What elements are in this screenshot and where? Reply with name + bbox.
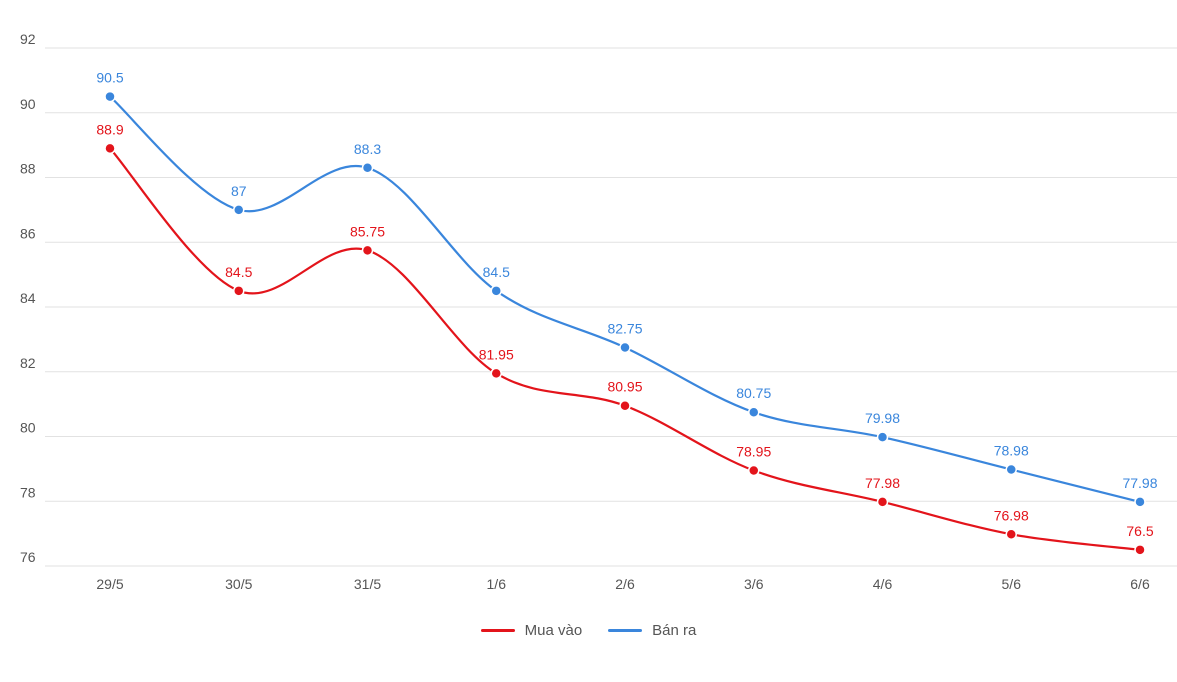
y-tick-label: 78 <box>20 484 36 500</box>
y-tick-label: 88 <box>20 161 36 177</box>
legend-label-buy: Mua vào <box>524 622 583 639</box>
data-point <box>233 204 245 216</box>
data-label: 80.95 <box>607 379 642 395</box>
y-tick-label: 76 <box>20 549 36 565</box>
series-points <box>104 90 1146 556</box>
x-tick-label: 3/6 <box>744 576 764 592</box>
y-axis-ticks: 76 78 80 82 84 86 88 90 92 <box>20 31 36 565</box>
data-labels: 88.9 84.5 85.75 81.95 80.95 78.95 77.98 76.98 76… <box>96 70 1157 539</box>
data-point <box>104 142 116 155</box>
gridlines <box>45 47 1177 567</box>
data-point <box>490 367 502 380</box>
legend: Mua vào Bán ra <box>0 622 1177 639</box>
data-label: 77.98 <box>865 475 900 491</box>
data-label: 79.98 <box>865 410 900 426</box>
data-point <box>1005 463 1017 476</box>
legend-swatch-buy <box>480 629 515 632</box>
x-tick-label: 2/6 <box>615 576 635 592</box>
data-point <box>748 406 760 418</box>
y-tick-label: 82 <box>20 355 36 371</box>
data-point <box>104 90 116 103</box>
series-line-1 <box>109 95 1141 503</box>
data-point <box>876 431 889 443</box>
data-point <box>233 285 245 297</box>
data-point <box>748 464 760 477</box>
data-label: 84.5 <box>483 264 510 280</box>
legend-item-buy[interactable]: Mua vào <box>480 622 583 639</box>
data-label: 87 <box>231 183 247 199</box>
legend-item-sell[interactable]: Bán ra <box>608 622 696 639</box>
data-label: 78.95 <box>736 443 771 459</box>
data-label: 84.5 <box>225 264 252 280</box>
series-lines <box>109 95 1141 551</box>
line-chart: 76 78 80 82 84 86 88 90 92 29/5 30/5 31/5 1/6 2/6 3/6… <box>20 31 1177 592</box>
x-tick-label: 4/6 <box>873 576 893 592</box>
y-tick-label: 86 <box>20 225 36 241</box>
data-label: 85.75 <box>350 223 385 239</box>
data-point <box>1134 496 1146 508</box>
y-tick-label: 84 <box>20 290 36 306</box>
legend-label-sell: Bán ra <box>652 622 697 639</box>
x-axis-ticks: 29/5 30/5 31/5 1/6 2/6 3/6 4/6 5/6 6/6 <box>96 576 1150 592</box>
data-label: 78.98 <box>994 443 1029 459</box>
data-point <box>361 162 374 174</box>
data-label: 90.5 <box>96 70 123 86</box>
data-label: 88.3 <box>354 141 381 157</box>
data-point <box>876 496 889 508</box>
x-tick-label: 5/6 <box>1002 576 1022 592</box>
x-tick-label: 6/6 <box>1130 576 1150 592</box>
data-label: 81.95 <box>479 346 514 362</box>
series-line-0 <box>109 147 1141 551</box>
data-point <box>619 399 631 412</box>
data-label: 80.75 <box>736 385 771 401</box>
y-tick-label: 92 <box>20 31 36 47</box>
data-point <box>361 244 374 257</box>
data-label: 76.98 <box>994 507 1029 523</box>
y-tick-label: 90 <box>20 96 36 112</box>
data-label: 76.5 <box>1126 523 1153 539</box>
data-label: 82.75 <box>607 320 642 336</box>
data-point <box>1005 528 1017 541</box>
legend-swatch-sell <box>608 629 643 632</box>
data-label: 77.98 <box>1122 475 1157 491</box>
data-label: 88.9 <box>96 121 123 137</box>
x-tick-label: 1/6 <box>487 576 507 592</box>
data-point <box>490 285 502 297</box>
data-point <box>1134 544 1146 556</box>
y-tick-label: 80 <box>20 420 36 436</box>
x-tick-label: 29/5 <box>96 576 123 592</box>
x-tick-label: 31/5 <box>354 576 381 592</box>
x-tick-label: 30/5 <box>225 576 252 592</box>
data-point <box>619 341 631 354</box>
